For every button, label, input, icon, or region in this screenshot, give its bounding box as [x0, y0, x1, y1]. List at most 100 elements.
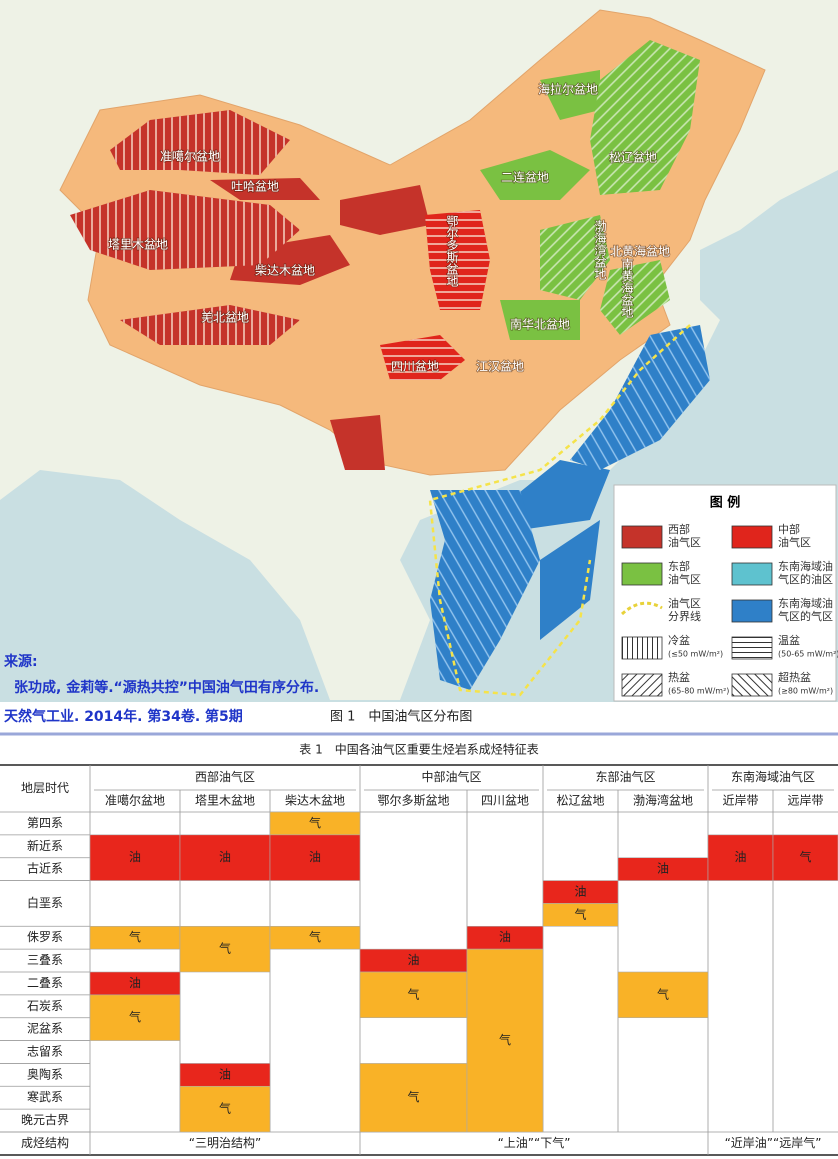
cell-fill — [269, 834, 361, 881]
legend-label: 热盆 — [668, 670, 690, 684]
cell-fill — [359, 1063, 468, 1133]
basin-label: 海拉尔盆地 — [538, 82, 598, 97]
group-header: 东部油气区 — [595, 769, 655, 784]
column-header: 松辽盆地 — [556, 794, 604, 808]
basin-label: 吐哈盆地 — [231, 180, 279, 194]
cell-text: 油 — [499, 930, 511, 944]
source-label: 来源: — [3, 653, 38, 670]
cell-text: 油 — [129, 850, 141, 864]
row-label: 奥陶系 — [27, 1066, 63, 1081]
source-citation: 张功成, 金莉等.“源热共控”中国油气田有序分布. — [14, 679, 319, 696]
cell-fill — [179, 834, 271, 881]
cell-fill — [179, 925, 271, 973]
column-header: 柴达木盆地 — [285, 794, 345, 808]
legend-icon — [731, 525, 773, 549]
legend-label: 温盆 — [778, 633, 800, 647]
cell-text: 气 — [219, 941, 231, 956]
row-label: 二叠系 — [27, 976, 63, 990]
footer-group: “近岸油”“远岸气” — [725, 1135, 822, 1150]
cell-text: 气 — [499, 1032, 511, 1047]
row-label: 三叠系 — [27, 953, 63, 967]
legend-label: 气区的气区 — [778, 609, 833, 623]
legend-label: 中部 — [778, 522, 800, 536]
legend-icon — [731, 673, 773, 697]
cell-fill — [617, 971, 709, 1019]
cell-fill — [466, 948, 544, 1133]
cell-text: 气 — [219, 1101, 231, 1116]
cell-text: 油 — [219, 1067, 231, 1081]
cell-fill — [269, 925, 361, 950]
row-label: 古近系 — [27, 861, 63, 876]
row-label: 第四系 — [27, 816, 63, 830]
legend-label: 东南海域油 — [778, 596, 833, 610]
legend-label: (≤50 mW/m²) — [668, 650, 723, 659]
legend-label: 气区的油区 — [778, 572, 833, 586]
legend-label: 东南海域油 — [778, 559, 833, 573]
basin-label: 羌北盆地 — [201, 311, 249, 325]
cell-text: 油 — [734, 850, 746, 864]
cell-fill — [179, 1085, 271, 1133]
cell-fill — [359, 971, 468, 1019]
header-stub: 地层时代 — [21, 781, 69, 795]
legend-icon — [731, 636, 773, 660]
legend-icon — [731, 599, 773, 623]
column-header: 远岸带 — [787, 794, 823, 808]
legend-label: (50-65 mW/m²) — [778, 650, 838, 659]
basin-label: 北黄海盆地 — [610, 244, 670, 259]
basin-label: 渤海湾盆地 — [593, 220, 607, 280]
legend-icon — [731, 562, 773, 586]
legend-label: 超热盆 — [778, 670, 811, 684]
row-label: 泥盆系 — [27, 1022, 63, 1036]
cell-text: 气 — [129, 929, 141, 944]
legend-label: 冷盆 — [668, 633, 690, 647]
legend-items: 图 例西部油气区中部油气区东部油气区东南海域油气区的油区油气区分界线东南海域油气… — [620, 495, 838, 697]
legend-icon — [621, 562, 663, 586]
legend-icon — [621, 525, 663, 549]
group-header: 东南海域油气区 — [731, 769, 815, 784]
column-header: 鄂尔多斯盆地 — [377, 793, 449, 808]
legend — [613, 484, 837, 702]
cell-text: 气 — [407, 986, 419, 1001]
cell-text: 油 — [129, 976, 141, 990]
cell-text: 气 — [129, 1009, 141, 1024]
row-label: 晚元古界 — [21, 1112, 69, 1127]
legend-icon — [621, 673, 663, 697]
basin-label: 塔里木盆地 — [108, 238, 168, 252]
source-journal: 天然气工业. 2014年. 第34卷. 第5期 — [4, 708, 243, 725]
row-label: 石炭系 — [27, 999, 63, 1013]
basin-label: 柴达木盆地 — [255, 264, 315, 278]
basin-label: 江汉盆地 — [476, 360, 524, 374]
basin-label: 二连盆地 — [501, 170, 549, 185]
legend-label: 西部 — [668, 522, 690, 536]
legend-label: 油气区 — [668, 535, 701, 549]
column-header: 塔里木盆地 — [195, 794, 255, 808]
cell-fill — [707, 834, 774, 881]
cell-text: 气 — [309, 929, 321, 944]
cell-text: 气 — [799, 849, 811, 864]
legend-label: (65-80 mW/m²) — [668, 687, 729, 696]
group-header: 西部油气区 — [195, 769, 255, 784]
legend-label: 油气区 — [778, 535, 811, 549]
basin-label: 准噶尔盆地 — [160, 149, 220, 164]
cell-text: 油 — [574, 885, 586, 899]
legend-icon — [620, 601, 663, 616]
row-label: 志留系 — [27, 1045, 63, 1059]
cell-text: 气 — [309, 815, 321, 830]
basin-label: 松辽盆地 — [609, 151, 657, 165]
legend-label: (≥80 mW/m²) — [778, 687, 833, 696]
footer-group: “上油”“下气” — [498, 1135, 571, 1150]
legend-label: 油气区 — [668, 596, 701, 610]
cell-text: 油 — [407, 953, 419, 967]
figure-caption: 图 1 中国油气区分布图 — [330, 709, 472, 725]
column-header: 准噶尔盆地 — [105, 793, 165, 808]
cell-fill — [772, 834, 838, 881]
legend-icon — [621, 636, 663, 660]
legend-label: 分界线 — [668, 609, 701, 623]
legend-title: 图 例 — [710, 495, 741, 511]
row-label: 新近系 — [27, 838, 63, 853]
footer-label: 成烃结构 — [21, 1135, 69, 1150]
